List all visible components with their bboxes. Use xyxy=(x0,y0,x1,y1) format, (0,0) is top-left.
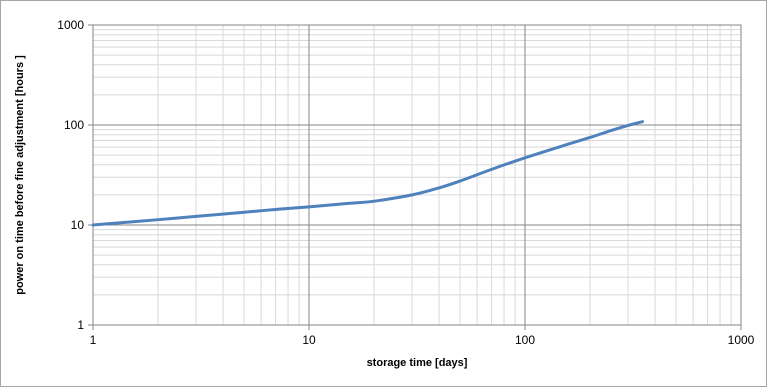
series-line xyxy=(91,120,645,227)
x-tick-label: 1 xyxy=(90,333,97,347)
plot-area-border xyxy=(92,24,742,326)
x-tick-label: 1000 xyxy=(728,333,755,347)
series-layer xyxy=(91,120,645,227)
y-tick-label: 100 xyxy=(64,118,84,132)
x-tick-label: 10 xyxy=(302,333,316,347)
y-tick-labels: 1 10 100 1000 xyxy=(57,18,84,332)
y-tick-label: 1 xyxy=(77,318,84,332)
minor-gridlines xyxy=(93,25,741,325)
x-tick-label: 100 xyxy=(515,333,535,347)
y-tick-label: 10 xyxy=(71,218,85,232)
y-axis-title: power on time before fine adjustment [ho… xyxy=(14,55,26,295)
y-tick-label: 1000 xyxy=(57,18,84,32)
x-axis-title: storage time [days] xyxy=(367,357,468,369)
x-tick-labels: 1 10 100 1000 xyxy=(90,333,755,347)
